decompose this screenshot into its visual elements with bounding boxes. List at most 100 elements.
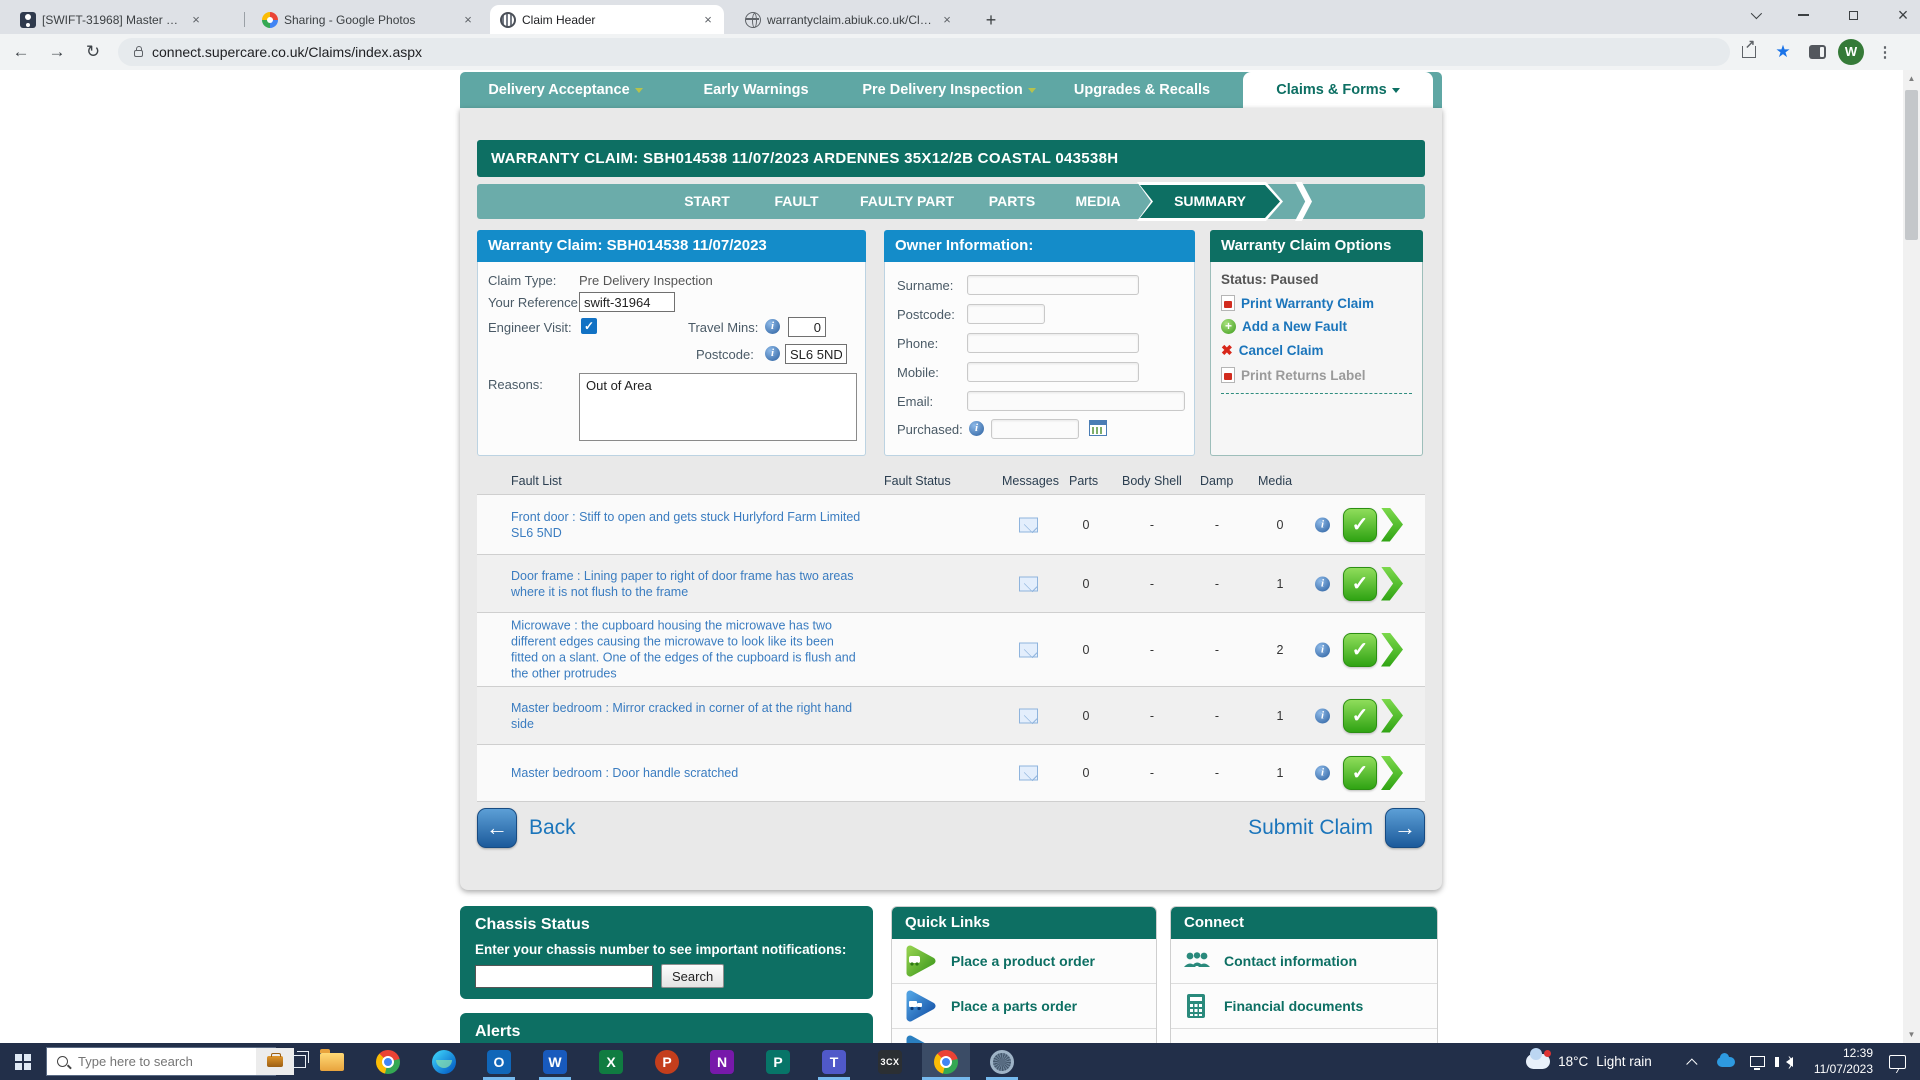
scroll-up-arrow[interactable]: ▲	[1907, 74, 1916, 83]
mobile-input[interactable]	[967, 362, 1139, 382]
scrollbar-thumb[interactable]	[1905, 90, 1918, 240]
add-new-fault-link[interactable]: Add a New Fault	[1221, 319, 1412, 334]
calendar-icon[interactable]	[1089, 420, 1107, 436]
info-icon[interactable]	[765, 346, 780, 361]
volume-tray-icon[interactable]	[1775, 1053, 1799, 1071]
info-icon[interactable]	[1315, 642, 1330, 657]
back-control[interactable]: Back	[477, 808, 588, 848]
taskbar-word[interactable]: W	[531, 1043, 579, 1080]
nav-claims-forms-active[interactable]: Claims & Forms	[1243, 72, 1433, 108]
step-faulty-part[interactable]: FAULTY PART	[859, 193, 955, 209]
taskbar-excel[interactable]: X	[587, 1043, 635, 1080]
tab-swift-31968[interactable]: [SWIFT-31968] Master bedroom	[10, 5, 212, 34]
message-envelope-icon[interactable]	[1019, 517, 1038, 532]
taskbar-powerpoint[interactable]: P	[643, 1043, 691, 1080]
taskbar-chrome[interactable]	[364, 1043, 412, 1080]
fault-link[interactable]: Master bedroom : Mirror cracked in corne…	[511, 700, 853, 731]
reasons-textarea[interactable]: Out of Area	[579, 373, 857, 441]
step-fault[interactable]: FAULT	[774, 193, 819, 209]
purchased-input[interactable]	[991, 419, 1079, 439]
address-bar[interactable]: connect.supercare.co.uk/Claims/index.asp…	[118, 38, 1730, 66]
forward-button[interactable]: →	[48, 42, 66, 61]
info-icon[interactable]	[765, 319, 780, 334]
onedrive-tray-icon[interactable]	[1716, 1052, 1735, 1071]
task-view-button[interactable]	[282, 1043, 316, 1080]
message-envelope-icon[interactable]	[1019, 708, 1038, 723]
quick-link-partial[interactable]	[892, 1029, 1156, 1043]
fault-link[interactable]: Master bedroom : Door handle scratched	[511, 765, 739, 780]
chassis-search-button[interactable]: Search	[661, 964, 725, 988]
fault-link[interactable]: Front door : Stiff to open and gets stuc…	[511, 509, 861, 540]
travel-mins-input[interactable]	[788, 317, 826, 337]
action-center-button[interactable]	[1889, 1054, 1906, 1069]
taskbar-3cx[interactable]: 3CX	[866, 1043, 914, 1080]
connect-link-partial[interactable]	[1171, 1029, 1437, 1043]
message-envelope-icon[interactable]	[1019, 642, 1038, 657]
taskbar-onenote[interactable]: N	[698, 1043, 746, 1080]
cancel-claim-link[interactable]: Cancel Claim	[1221, 342, 1412, 359]
tab-close-icon[interactable]	[939, 12, 955, 28]
taskbar-ring-app[interactable]	[978, 1043, 1026, 1080]
contact-information-link[interactable]: Contact information	[1171, 939, 1437, 984]
info-icon[interactable]	[969, 421, 984, 436]
back-label[interactable]: Back	[529, 816, 576, 839]
print-warranty-claim-link[interactable]: Print Warranty Claim	[1221, 295, 1412, 311]
complete-check-button[interactable]	[1343, 632, 1377, 667]
back-button[interactable]: ←	[12, 42, 30, 61]
side-panel-button[interactable]	[1802, 37, 1832, 67]
restore-button[interactable]	[1836, 0, 1870, 30]
share-button[interactable]	[1734, 37, 1764, 67]
info-icon[interactable]	[1315, 708, 1330, 723]
message-envelope-icon[interactable]	[1019, 765, 1038, 781]
submit-arrow-button[interactable]	[1385, 808, 1425, 848]
close-button[interactable]	[1886, 0, 1920, 30]
message-envelope-icon[interactable]	[1019, 576, 1038, 591]
fault-link[interactable]: Door frame : Lining paper to right of do…	[511, 568, 854, 599]
minimize-button[interactable]	[1786, 0, 1820, 30]
nav-early-warnings[interactable]: Early Warnings	[703, 82, 809, 98]
scroll-down-arrow[interactable]: ▼	[1907, 1030, 1916, 1039]
taskbar-weather[interactable]: 18°C Light rain	[1526, 1048, 1652, 1069]
taskbar-search-input[interactable]	[76, 1053, 256, 1070]
phone-input[interactable]	[967, 333, 1139, 353]
your-reference-input[interactable]	[579, 292, 675, 312]
bookmark-button[interactable]	[1768, 37, 1798, 67]
step-parts[interactable]: PARTS	[988, 193, 1036, 209]
nav-delivery-acceptance[interactable]: Delivery Acceptance	[478, 72, 653, 108]
complete-check-button[interactable]	[1343, 756, 1377, 790]
taskbar-clock[interactable]: 12:39 11/07/2023	[1814, 1046, 1873, 1077]
fault-link[interactable]: Microwave : the cupboard housing the mic…	[511, 618, 856, 681]
taskbar-file-explorer[interactable]	[308, 1043, 356, 1080]
open-fault-chevron[interactable]	[1381, 698, 1403, 733]
open-fault-chevron[interactable]	[1381, 756, 1403, 790]
back-arrow-button[interactable]	[477, 808, 517, 848]
owner-postcode-input[interactable]	[967, 304, 1045, 324]
postcode-input[interactable]	[785, 344, 847, 364]
taskbar-publisher[interactable]: P	[754, 1043, 802, 1080]
nav-pre-delivery-inspection[interactable]: Pre Delivery Inspection	[855, 72, 1043, 108]
taskbar-outlook[interactable]: O	[475, 1043, 523, 1080]
info-icon[interactable]	[1315, 765, 1330, 781]
scrollbar[interactable]: ▲ ▼	[1903, 70, 1920, 1043]
taskbar-edge[interactable]	[420, 1043, 468, 1080]
email-input[interactable]	[967, 391, 1185, 411]
menu-button[interactable]	[1870, 37, 1900, 67]
step-media[interactable]: MEDIA	[1075, 193, 1121, 209]
step-summary-active[interactable]: SUMMARY	[1140, 185, 1280, 218]
place-product-order-link[interactable]: Place a product order	[892, 939, 1156, 984]
network-tray-icon[interactable]	[1749, 1053, 1767, 1071]
complete-check-button[interactable]	[1343, 566, 1377, 601]
chassis-number-input[interactable]	[475, 964, 653, 988]
new-tab-button[interactable]	[978, 8, 1004, 34]
tab-claim-header-active[interactable]: Claim Header	[490, 5, 724, 34]
submit-claim-label[interactable]: Submit Claim	[1248, 816, 1373, 839]
place-parts-order-link[interactable]: Place a parts order	[892, 984, 1156, 1029]
complete-check-button[interactable]	[1343, 698, 1377, 733]
tab-close-icon[interactable]	[188, 12, 204, 28]
start-button[interactable]	[0, 1043, 46, 1080]
taskbar-teams[interactable]: T	[810, 1043, 858, 1080]
reload-button[interactable]: ↻	[85, 42, 101, 61]
show-hidden-icons-button[interactable]	[1685, 1053, 1703, 1071]
profile-button[interactable]: W	[1836, 37, 1866, 67]
open-fault-chevron[interactable]	[1381, 632, 1403, 667]
